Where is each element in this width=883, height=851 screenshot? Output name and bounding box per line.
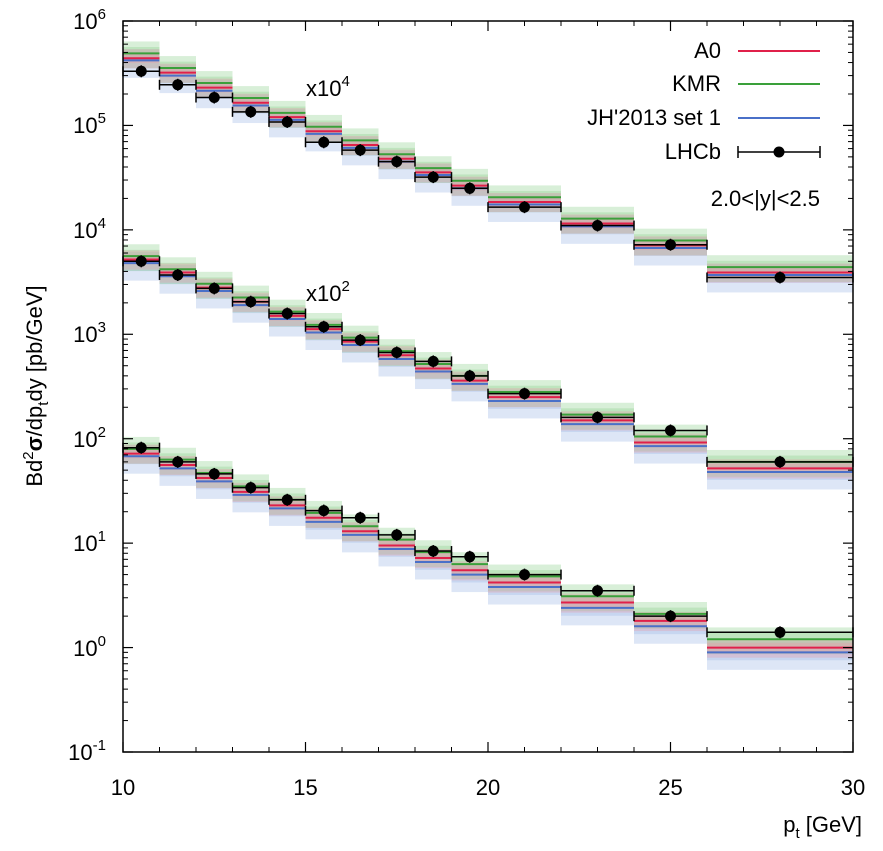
band-jh2013: [451, 563, 488, 593]
x-tick-label: 30: [841, 775, 865, 800]
lhcb-point: [464, 551, 476, 563]
lhcb-point: [391, 346, 403, 358]
y-tick-label: 105: [73, 110, 106, 138]
x-tick-label: 10: [111, 775, 135, 800]
lhcb-point: [354, 144, 366, 156]
lhcb-point: [519, 388, 530, 400]
lhcb-point: [464, 182, 476, 194]
lhcb-point: [665, 424, 676, 436]
x-tick-label: 20: [476, 775, 500, 800]
lhcb-point: [318, 321, 330, 333]
lhcb-point: [391, 529, 403, 541]
x-tick-label: 25: [658, 775, 682, 800]
band-jh2013: [342, 523, 379, 553]
band-jh2013: [707, 641, 853, 670]
lhcb-point: [318, 136, 330, 148]
x-tick-label: 15: [293, 775, 317, 800]
lhcb-point: [208, 282, 220, 294]
multiplier-annotation-x10-2: x102: [306, 278, 350, 306]
y-tick-label: 102: [73, 424, 106, 452]
lhcb-point: [135, 65, 147, 77]
lhcb-point: [318, 505, 330, 517]
lhcb-point: [592, 585, 603, 597]
lhcb-point: [172, 79, 184, 91]
band-jh2013: [634, 434, 707, 464]
lhcb-point: [427, 355, 439, 367]
lhcb-point: [135, 442, 147, 454]
x-axis-title: pt [GeV]: [783, 812, 862, 842]
lhcb-point: [774, 271, 786, 283]
lhcb-point: [245, 296, 257, 308]
lhcb-point: [464, 370, 476, 382]
rapidity-label: 2.0<|y|<2.5: [711, 186, 820, 211]
data-points: [122, 65, 854, 639]
lhcb-point: [208, 468, 220, 480]
legend-swatch-lhcb: [737, 146, 821, 158]
lhcb-point: [245, 106, 257, 118]
legend-label-a0: A0: [694, 38, 721, 63]
axis-ticks: [122, 20, 854, 753]
lhcb-point: [665, 239, 676, 251]
lhcb-point: [592, 411, 603, 423]
legend-label-kmr: KMR: [672, 71, 721, 96]
y-tick-label: 10-1: [68, 737, 106, 765]
y-tick-labels: 10-1 100 101 102 103 104 105 106: [68, 6, 106, 765]
lhcb-point: [774, 456, 786, 468]
lhcb-point: [427, 545, 439, 557]
band-kmr: [159, 56, 196, 83]
band-jh2013: [561, 596, 634, 626]
legend-label-lhcb: LHCb: [665, 139, 721, 164]
y-tick-label: 106: [73, 6, 106, 34]
band-jh2013: [488, 575, 561, 605]
lhcb-point: [519, 569, 530, 581]
y-axis-title: Bd2σ/dptdy [pb/GeV]: [20, 285, 52, 486]
band-jh2013: [378, 537, 415, 567]
lhcb-point: [354, 334, 366, 346]
lhcb-point: [172, 269, 184, 281]
lhcb-point: [427, 171, 439, 183]
y-tick-label: 103: [73, 319, 106, 347]
lhcb-point: [281, 308, 293, 320]
legend-label-jh2013: JH'2013 set 1: [587, 105, 721, 130]
y-tick-label: 104: [73, 215, 106, 243]
y-tick-label: 101: [73, 528, 106, 556]
lhcb-point: [519, 201, 530, 213]
y-tick-label: 100: [73, 633, 106, 661]
x-tick-labels: 10 15 20 25 30: [111, 775, 865, 800]
lhcb-point: [354, 512, 366, 524]
lhcb-point: [208, 92, 220, 104]
lhcb-point: [245, 482, 257, 494]
lhcb-point: [281, 116, 293, 128]
lhcb-point: [172, 456, 184, 468]
band-kmr: [123, 41, 160, 69]
lhcb-point: [391, 156, 403, 168]
lhcb-point: [281, 494, 293, 506]
multiplier-annotation-x10-4: x104: [306, 73, 350, 101]
legend: A0 KMR JH'2013 set 1 LHCb 2.0<|y|<2.5: [587, 38, 821, 211]
lhcb-point: [592, 220, 603, 232]
lhcb-point: [135, 255, 147, 267]
lhcb-point: [774, 626, 786, 638]
lhcb-point: [665, 610, 676, 622]
